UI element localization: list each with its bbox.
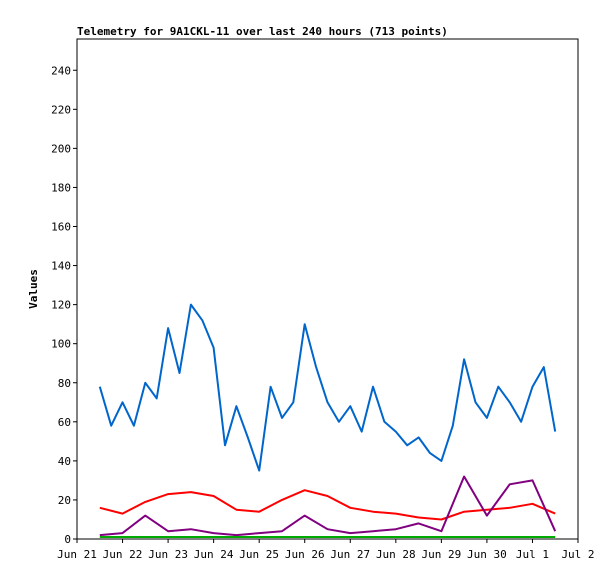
series-line-1 <box>98 303 557 472</box>
y-tick-label: 100 <box>51 338 71 351</box>
x-tick-label: Jun 26 <box>285 548 325 561</box>
x-tick-label: Jun 30 <box>467 548 507 561</box>
y-tick-label: 140 <box>51 260 71 273</box>
y-tick-label: 160 <box>51 221 71 234</box>
y-tick-label: 80 <box>58 377 71 390</box>
x-tick-label: Jun 28 <box>376 548 416 561</box>
y-axis-label: Values <box>27 269 40 309</box>
x-tick-label: Jul 1 <box>516 548 549 561</box>
x-tick-label: Jun 29 <box>421 548 461 561</box>
y-tick-label: 220 <box>51 103 71 116</box>
x-tick-label: Jun 21 <box>57 548 97 561</box>
y-tick-label: 120 <box>51 299 71 312</box>
y-tick-label: 20 <box>58 494 71 507</box>
y-tick-label: 240 <box>51 64 71 77</box>
series-layer <box>98 303 557 538</box>
plot-area-frame <box>76 38 579 540</box>
series-line-2 <box>99 489 556 521</box>
x-axis: Jun 21 Jun 22 Jun 23 Jun 24 Jun 25 Jun 26 Jun … <box>57 539 595 561</box>
y-tick-label: 40 <box>58 455 71 468</box>
x-tick-label: Jun 25 <box>239 548 279 561</box>
y-tick-label: 180 <box>51 181 71 194</box>
y-tick-label: 200 <box>51 142 71 155</box>
x-tick-label: Jun 27 <box>330 548 370 561</box>
series-line-3 <box>99 475 557 537</box>
x-tick-label: Jun 23 <box>148 548 188 561</box>
x-tick-label: Jun 22 <box>103 548 143 561</box>
x-tick-label: Jun 24 <box>194 548 234 561</box>
y-tick-label: 60 <box>58 416 71 429</box>
chart-title: Telemetry for 9A1CKL-11 over last 240 ho… <box>77 25 448 38</box>
y-tick-label: 0 <box>64 533 71 546</box>
x-tick-label: Jul 2 <box>561 548 594 561</box>
y-axis: 0 20 40 60 80 100 120 140 160 180 200 220 240 <box>51 64 77 546</box>
